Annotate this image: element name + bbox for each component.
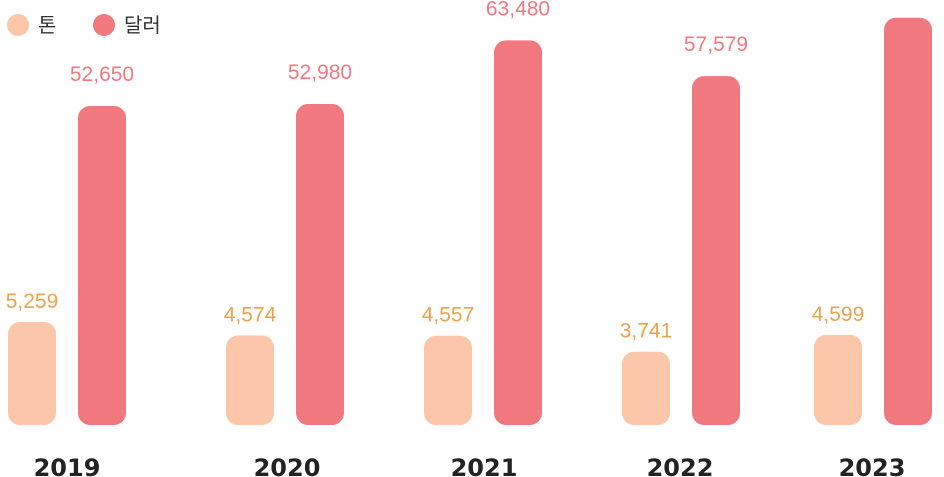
value-label-dollar-2021: 63,480 [486,0,550,20]
value-label-ton-2021: 4,557 [422,304,475,327]
x-tick-label-2019: 2019 [34,454,101,477]
legend-label-dollar: 달러 [124,13,161,37]
value-label-ton-2022: 3,741 [620,320,673,343]
bar-dollar-2019 [78,106,126,425]
value-label-dollar-2019: 52,650 [70,63,134,86]
chart-marks: 5,259 52,650 2019 4,574 52,980 2020 4,557 63,48… [6,0,932,477]
x-tick-label-2023: 2023 [839,454,906,477]
x-tick-label-2021: 2021 [451,454,518,477]
bar-dollar-2022 [692,76,740,426]
legend-label-ton: 톤 [38,13,56,37]
bar-dollar-2023 [884,17,932,426]
value-label-ton-2019: 5,259 [6,290,59,313]
legend-swatch-dollar [93,14,115,36]
value-label-dollar-2020: 52,980 [288,61,352,84]
bar-ton-2019 [8,322,56,425]
value-label-ton-2023: 4,599 [812,303,865,326]
bar-ton-2021 [424,335,472,425]
bar-dollar-2021 [494,40,542,426]
bar-ton-2022 [622,351,670,425]
value-label-ton-2020: 4,574 [224,303,277,326]
bar-dollar-2020 [296,104,344,425]
x-tick-label-2020: 2020 [254,454,321,477]
legend-swatch-ton [7,14,29,36]
value-label-dollar-2022: 57,579 [684,33,748,56]
x-tick-label-2022: 2022 [647,454,714,477]
legend: 톤 달러 [7,13,161,37]
bar-ton-2023 [814,334,862,425]
bar-ton-2020 [226,335,274,425]
